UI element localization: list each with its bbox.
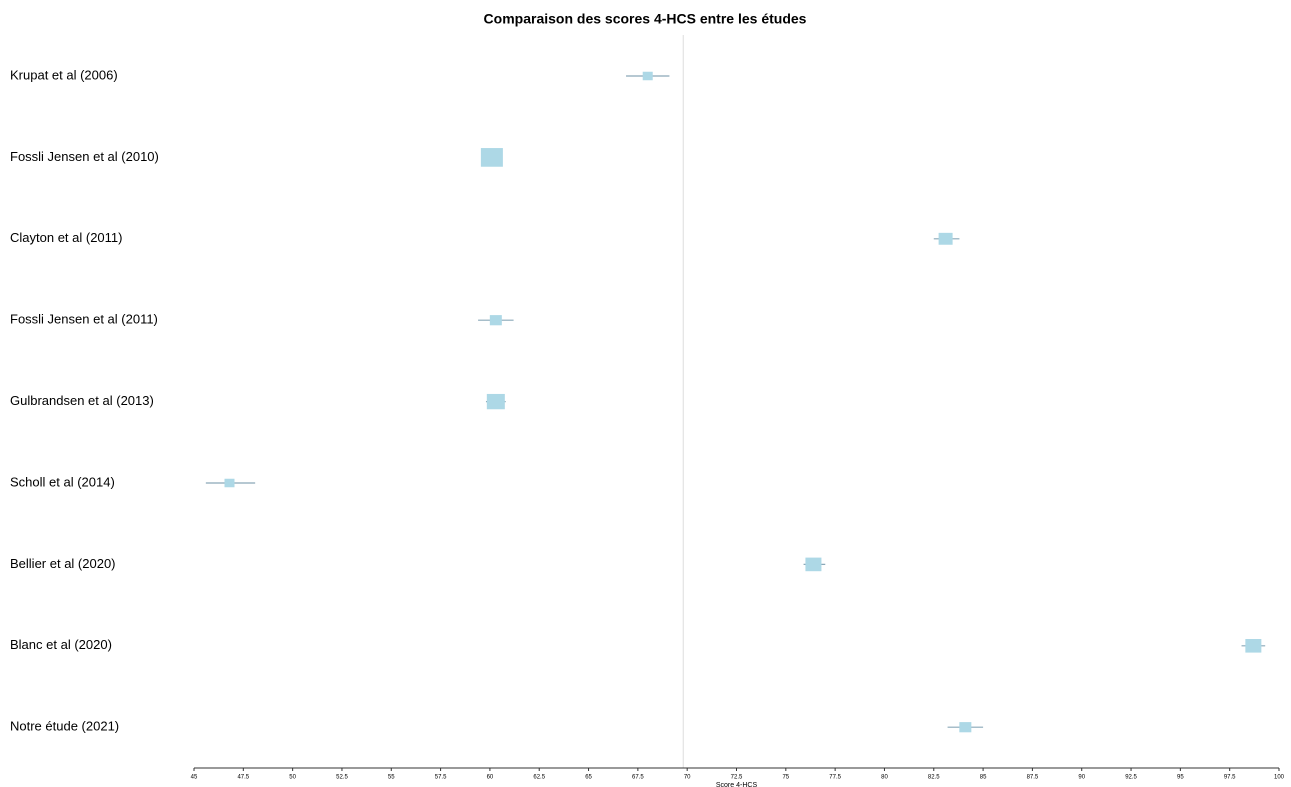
x-tick-label: 100 — [1274, 775, 1285, 781]
x-tick-label: 97.5 — [1224, 775, 1236, 781]
x-tick-label: 90 — [1078, 775, 1085, 781]
study-label: Fossli Jensen et al (2010) — [10, 149, 159, 164]
study-label: Blanc et al (2020) — [10, 637, 112, 652]
study-label: Bellier et al (2020) — [10, 556, 116, 571]
x-tick-label: 72.5 — [731, 775, 743, 781]
x-tick-label: 80 — [881, 775, 888, 781]
x-tick-label: 60 — [487, 775, 494, 781]
estimate-box — [805, 557, 822, 572]
study-label: Fossli Jensen et al (2011) — [10, 312, 158, 327]
x-tick-label: 50 — [289, 775, 296, 781]
estimate-box — [480, 148, 503, 167]
x-tick-label: 45 — [191, 775, 198, 781]
estimate-box — [1245, 639, 1262, 653]
x-tick-label: 47.5 — [237, 775, 249, 781]
estimate-box — [938, 232, 953, 245]
x-tick-label: 57.5 — [435, 775, 447, 781]
x-tick-label: 77.5 — [829, 775, 841, 781]
x-tick-label: 75 — [782, 775, 789, 781]
study-label: Notre étude (2021) — [10, 719, 119, 734]
estimate-box — [959, 722, 972, 733]
estimate-box — [486, 393, 505, 410]
estimate-box — [224, 478, 235, 488]
chart-title: Comparaison des scores 4-HCS entre les é… — [484, 11, 807, 27]
x-tick-label: 95 — [1177, 775, 1184, 781]
x-tick-label: 87.5 — [1027, 775, 1039, 781]
study-label: Scholl et al (2014) — [10, 474, 115, 489]
study-label: Clayton et al (2011) — [10, 230, 123, 245]
study-label: Krupat et al (2006) — [10, 67, 118, 82]
x-tick-label: 55 — [388, 775, 395, 781]
x-tick-label: 62.5 — [533, 775, 545, 781]
x-axis-label: Score 4-HCS — [716, 782, 758, 787]
x-tick-label: 92.5 — [1125, 775, 1137, 781]
estimate-box — [642, 71, 653, 81]
study-label: Gulbrandsen et al (2013) — [10, 393, 154, 408]
x-tick-label: 82.5 — [928, 775, 940, 781]
estimate-box — [489, 315, 502, 326]
x-tick-label: 52.5 — [336, 775, 348, 781]
x-tick-label: 85 — [980, 775, 987, 781]
x-tick-label: 65 — [585, 775, 592, 781]
x-tick-label: 70 — [684, 775, 691, 781]
x-tick-label: 67.5 — [632, 775, 644, 781]
